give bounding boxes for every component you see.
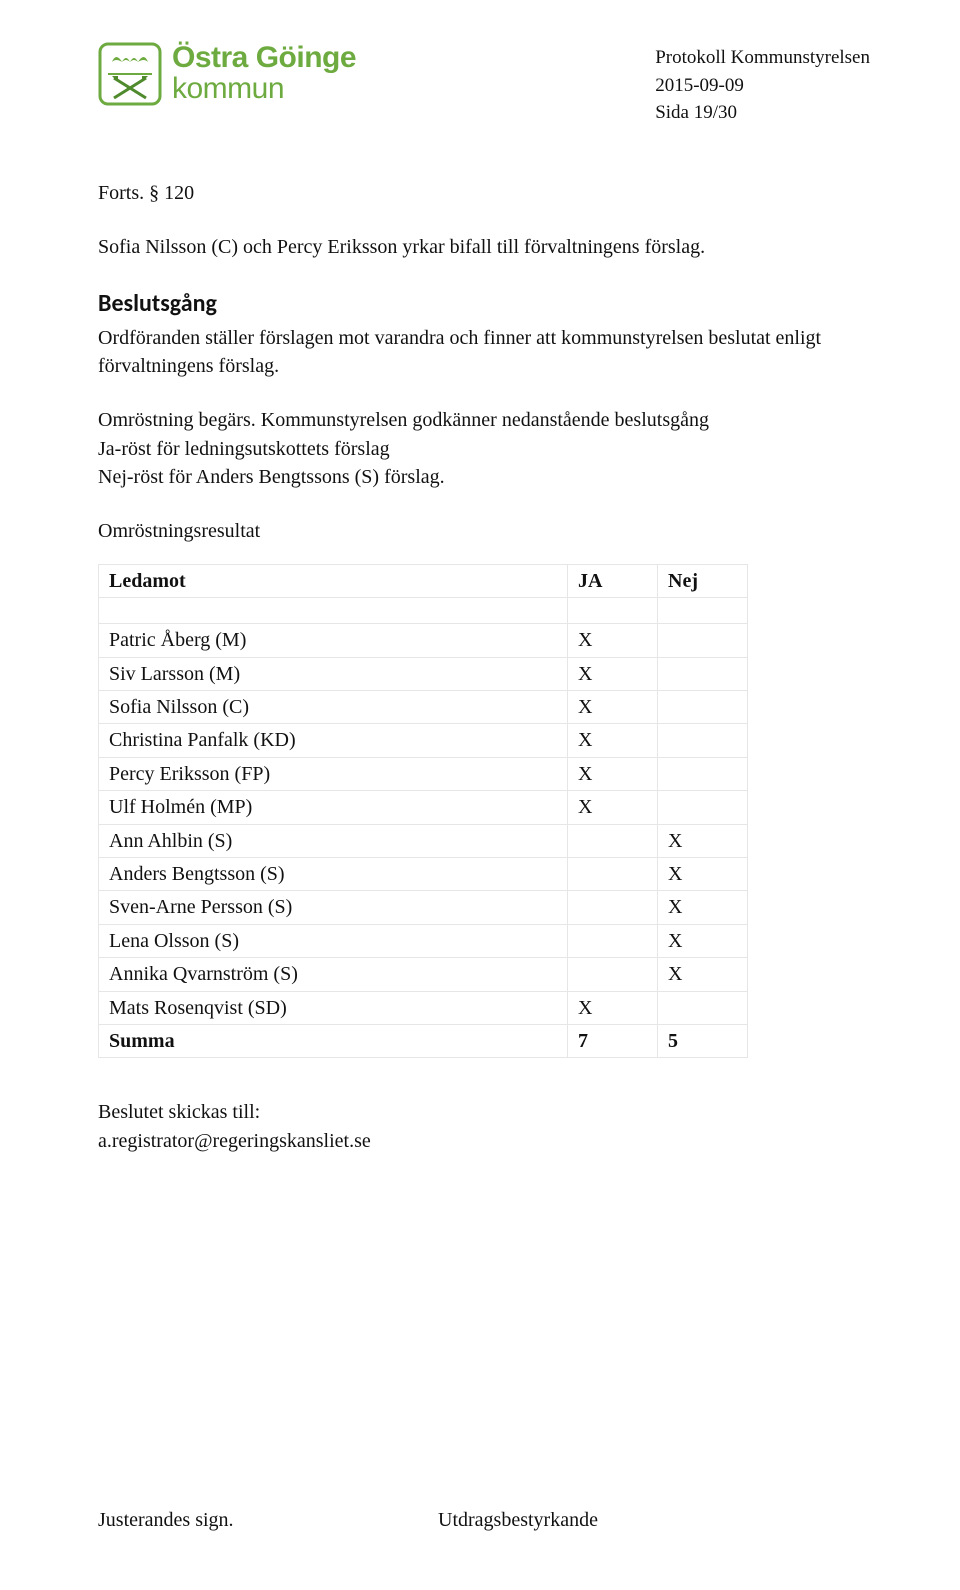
cell-ja: X (568, 791, 658, 824)
header: Östra Göinge kommun Protokoll Kommunstyr… (98, 42, 870, 127)
cell-nej (658, 624, 748, 657)
cell-ja: X (568, 724, 658, 757)
table-summary-row: Summa75 (99, 1024, 748, 1057)
footer-right: Utdragsbestyrkande (398, 1509, 870, 1532)
table-row: Mats Rosenqvist (SD)X (99, 991, 748, 1024)
sends-line: a.registrator@regeringskansliet.se (98, 1127, 870, 1155)
cell-name: Mats Rosenqvist (SD) (99, 991, 568, 1024)
vote-table: Ledamot JA Nej Patric Åberg (M)XSiv Lars… (98, 564, 748, 1058)
cell-summary-nej: 5 (658, 1024, 748, 1057)
result-heading: Omröstningsresultat (98, 517, 870, 545)
cell-ja (568, 958, 658, 991)
cell-ja (568, 891, 658, 924)
cell-name: Patric Åberg (M) (99, 624, 568, 657)
cell-name: Sven-Arne Persson (S) (99, 891, 568, 924)
footer-left: Justerandes sign. (98, 1509, 398, 1532)
cell-ja: X (568, 624, 658, 657)
cell-nej (658, 757, 748, 790)
para-2: Ordföranden ställer förslagen mot varand… (98, 324, 870, 381)
cell-name: Anders Bengtsson (S) (99, 857, 568, 890)
col-ja: JA (568, 564, 658, 597)
table-header-row: Ledamot JA Nej (99, 564, 748, 597)
header-page: Sida 19/30 (655, 99, 870, 127)
cell-nej: X (658, 891, 748, 924)
cell-nej: X (658, 857, 748, 890)
cell-nej: X (658, 924, 748, 957)
logo-line2: kommun (172, 74, 356, 105)
cell-nej (658, 791, 748, 824)
cell-name: Sofia Nilsson (C) (99, 691, 568, 724)
table-row: Patric Åberg (M)X (99, 624, 748, 657)
table-row: Ann Ahlbin (S) X (99, 824, 748, 857)
cell-name: Lena Olsson (S) (99, 924, 568, 957)
cell-name: Ann Ahlbin (S) (99, 824, 568, 857)
cell-nej (658, 657, 748, 690)
sends-heading: Beslutet skickas till: (98, 1098, 870, 1126)
cell-ja: X (568, 657, 658, 690)
cell-name: Ulf Holmén (MP) (99, 791, 568, 824)
logo-text: Östra Göinge kommun (172, 43, 356, 104)
cell-name: Christina Panfalk (KD) (99, 724, 568, 757)
page: Östra Göinge kommun Protokoll Kommunstyr… (0, 0, 960, 1195)
cell-nej: X (658, 958, 748, 991)
table-spacer-row (99, 598, 748, 624)
cell-ja (568, 857, 658, 890)
logo-line1: Östra Göinge (172, 43, 356, 74)
cell-name: Siv Larsson (M) (99, 657, 568, 690)
col-ledamot: Ledamot (99, 564, 568, 597)
heading-beslutsgang: Beslutsgång (98, 287, 870, 321)
cell-ja (568, 824, 658, 857)
table-row: Sofia Nilsson (C)X (99, 691, 748, 724)
cell-name: Percy Eriksson (FP) (99, 757, 568, 790)
table-row: Siv Larsson (M)X (99, 657, 748, 690)
table-row: Percy Eriksson (FP)X (99, 757, 748, 790)
cell-ja: X (568, 691, 658, 724)
cell-summary-label: Summa (99, 1024, 568, 1057)
cell-nej (658, 724, 748, 757)
table-row: Anders Bengtsson (S) X (99, 857, 748, 890)
footer: Justerandes sign. Utdragsbestyrkande (98, 1509, 870, 1532)
header-date: 2015-09-09 (655, 72, 870, 100)
logo-block: Östra Göinge kommun (98, 42, 356, 106)
section-ref: Forts. § 120 (98, 179, 870, 207)
table-row: Sven-Arne Persson (S) X (99, 891, 748, 924)
para-1: Sofia Nilsson (C) och Percy Eriksson yrk… (98, 233, 870, 261)
col-nej: Nej (658, 564, 748, 597)
para-3: Omröstning begärs. Kommunstyrelsen godkä… (98, 406, 870, 491)
cell-ja: X (568, 757, 658, 790)
cell-summary-ja: 7 (568, 1024, 658, 1057)
table-row: Lena Olsson (S) X (99, 924, 748, 957)
content: Forts. § 120 Sofia Nilsson (C) och Percy… (98, 179, 870, 1155)
cell-ja (568, 924, 658, 957)
header-meta: Protokoll Kommunstyrelsen 2015-09-09 Sid… (615, 42, 870, 127)
table-row: Christina Panfalk (KD)X (99, 724, 748, 757)
cell-nej: X (658, 824, 748, 857)
header-doc-title: Protokoll Kommunstyrelsen (655, 44, 870, 72)
cell-nej (658, 691, 748, 724)
cell-ja: X (568, 991, 658, 1024)
cell-name: Annika Qvarnström (S) (99, 958, 568, 991)
cell-nej (658, 991, 748, 1024)
table-row: Ulf Holmén (MP)X (99, 791, 748, 824)
municipality-logo-icon (98, 42, 162, 106)
table-row: Annika Qvarnström (S) X (99, 958, 748, 991)
